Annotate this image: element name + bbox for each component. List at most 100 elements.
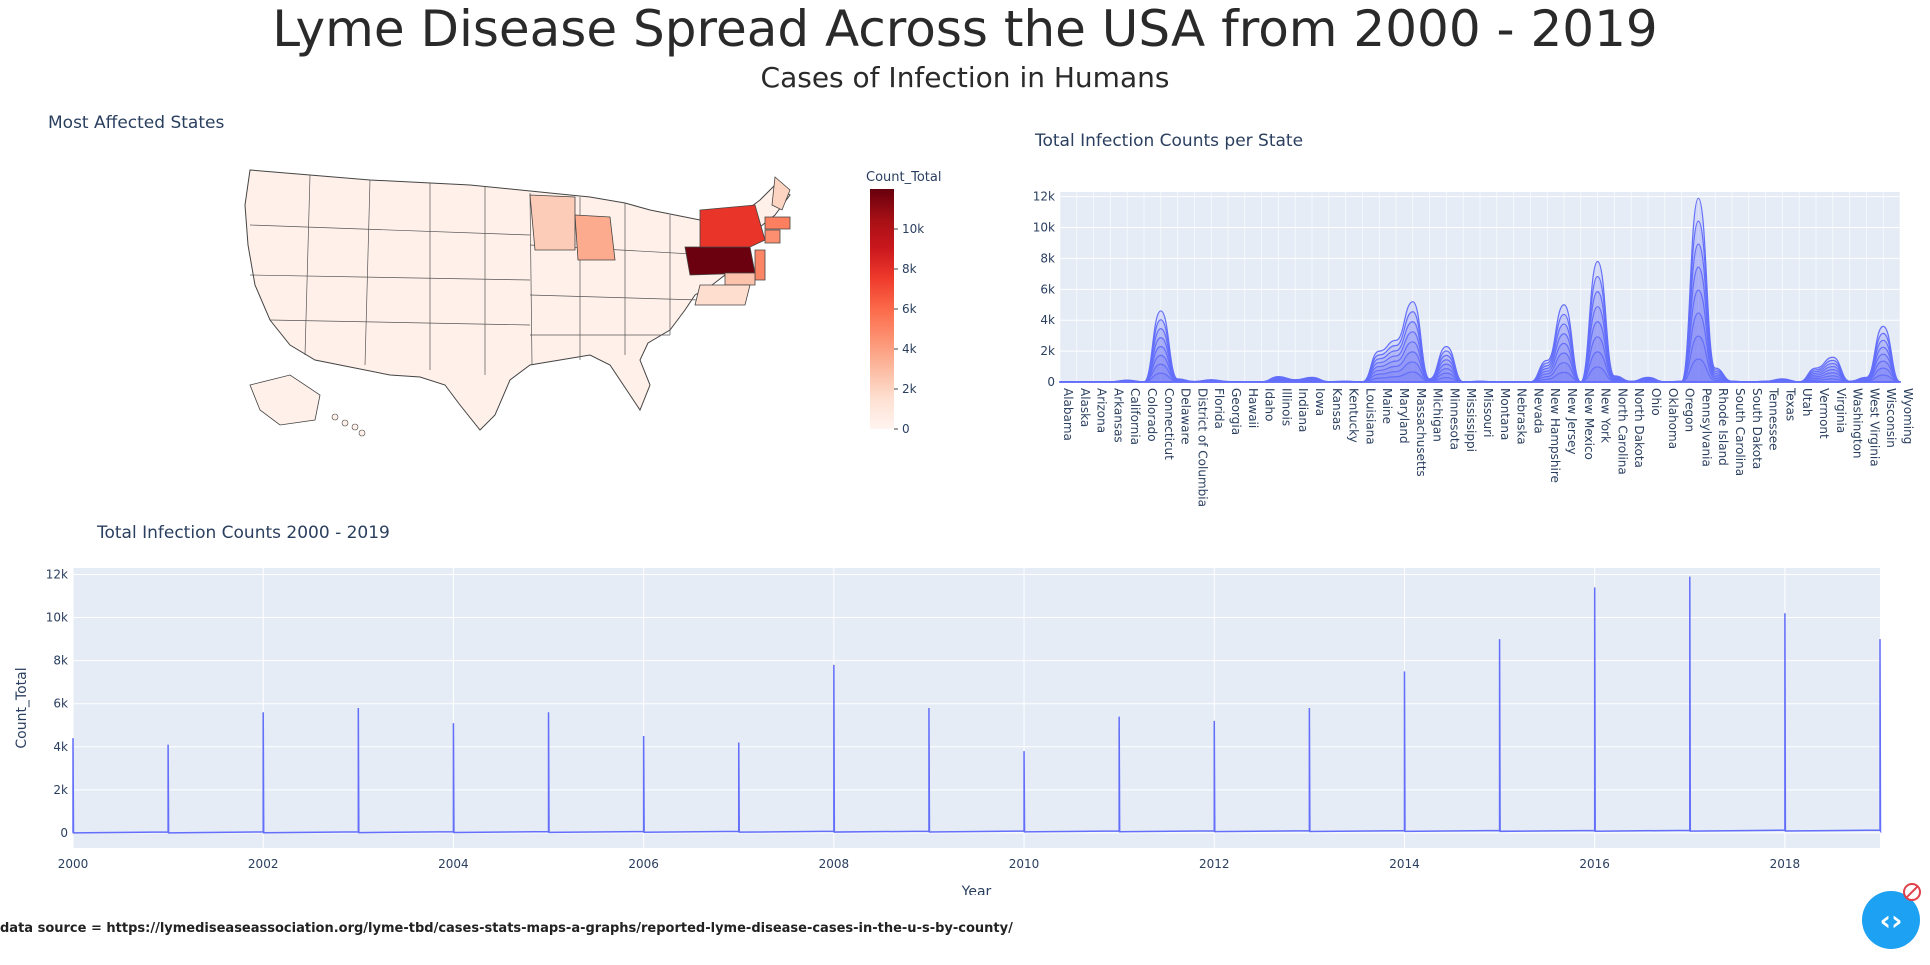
colorbar-tick-label: 0 xyxy=(902,422,910,436)
category-label: Nevada xyxy=(1531,388,1545,434)
colorbar-tick-label: 2k xyxy=(902,382,917,396)
category-label: Maryland xyxy=(1397,388,1411,444)
x-tick-label: 2014 xyxy=(1389,857,1420,871)
category-label: Arizona xyxy=(1095,388,1109,433)
category-label: Massachusetts xyxy=(1414,388,1428,477)
colorbar-gradient xyxy=(870,189,894,429)
category-label: Washington xyxy=(1851,388,1865,459)
category-label: Pennsylvania xyxy=(1699,388,1713,467)
colorbar-tick-label: 8k xyxy=(902,262,917,276)
x-tick-label: 2008 xyxy=(819,857,850,871)
category-label: Hawaii xyxy=(1246,388,1260,428)
category-label: Arkansas xyxy=(1111,388,1125,443)
category-label: Illinois xyxy=(1279,388,1293,426)
y-tick-label: 2k xyxy=(53,783,68,797)
category-label: Wyoming xyxy=(1901,388,1915,444)
y-tick-label: 2k xyxy=(1040,344,1055,358)
y-tick-label: 10k xyxy=(46,611,68,625)
state-new-jersey: New Jersey: 5000 xyxy=(754,249,766,281)
x-tick-label: 2002 xyxy=(248,857,279,871)
map-chart-title: Most Affected States xyxy=(48,113,225,133)
category-label: Alabama xyxy=(1061,388,1075,441)
category-label: North Carolina xyxy=(1615,388,1629,475)
y-tick-label: 6k xyxy=(53,697,68,711)
category-label: Georgia xyxy=(1229,388,1243,435)
category-label: West Virginia xyxy=(1867,388,1881,467)
y-tick-label: 0 xyxy=(60,826,68,840)
x-axis-title: Year xyxy=(961,884,992,895)
state-area-chart[interactable]: 0 2k 4k 6k 8k 10k 12k Alabama Alaska Arizona Arkan… xyxy=(1020,180,1930,510)
category-label: Oregon xyxy=(1683,388,1697,432)
category-label: Oklahoma xyxy=(1666,388,1680,449)
state-pennsylvania: Pennsylvania: 11900 xyxy=(684,246,756,276)
page-title: Lyme Disease Spread Across the USA from … xyxy=(272,0,1658,58)
y-tick-label: 0 xyxy=(1047,375,1055,389)
y-tick-label: 10k xyxy=(1033,221,1055,235)
category-label: Michigan xyxy=(1431,388,1445,442)
x-tick-label: 2012 xyxy=(1199,857,1230,871)
colorbar-title: Count_Total xyxy=(866,170,941,185)
category-label: Utah xyxy=(1800,388,1814,416)
state-maryland: Maryland: 2700 xyxy=(724,272,756,286)
category-label: Indiana xyxy=(1296,388,1310,432)
colorbar-tick-label: 4k xyxy=(902,342,917,356)
category-label: Rhode Island xyxy=(1716,388,1730,466)
category-label: Wisconsin xyxy=(1884,388,1898,448)
state-minnesota: Minnesota: 2300 xyxy=(529,194,576,251)
x-tick-label: 2006 xyxy=(628,857,659,871)
category-label: North Dakota xyxy=(1632,388,1646,468)
category-label: Maine xyxy=(1380,388,1394,424)
y-tick-label: 4k xyxy=(1040,313,1055,327)
x-tick-label: 2016 xyxy=(1579,857,1610,871)
year-chart-title: Total Infection Counts 2000 - 2019 xyxy=(97,523,390,543)
category-label: Delaware xyxy=(1179,388,1193,445)
category-label: Florida xyxy=(1212,388,1226,429)
state-chart-title: Total Infection Counts per State xyxy=(1035,131,1304,151)
us-outline xyxy=(244,169,791,431)
colorbar: Count_Total 0 2k 4k 6k 8k 10k xyxy=(866,170,941,436)
state-maine: Maine: 2000 xyxy=(771,176,791,211)
y-tick-label: 8k xyxy=(1040,251,1055,265)
category-label: Connecticut xyxy=(1162,388,1176,460)
category-label: Alaska xyxy=(1078,388,1092,427)
x-tick-label: 2010 xyxy=(1009,857,1040,871)
x-tick-label: 2018 xyxy=(1770,857,1801,871)
state-new-york: New York: 7800 xyxy=(699,204,766,248)
year-line-chart[interactable]: 0 2k 4k 6k 8k 10k 12k 2000 2002 2004 2006 2008 2010 2… xyxy=(0,555,1930,895)
category-label: South Carolina xyxy=(1733,388,1747,476)
state-wisconsin: Wisconsin: 3600 xyxy=(574,214,616,261)
page-subtitle: Cases of Infection in Humans xyxy=(760,61,1170,94)
category-label: Mississippi xyxy=(1464,388,1478,452)
category-label: Idaho xyxy=(1263,388,1277,421)
category-label: Virginia xyxy=(1834,388,1848,433)
y-tick-label: 12k xyxy=(1033,190,1055,204)
colorbar-tick-label: 10k xyxy=(902,222,924,236)
category-label: New York xyxy=(1599,388,1613,443)
category-label: Louisiana xyxy=(1363,388,1377,445)
y-tick-label: 8k xyxy=(53,654,68,668)
data-source-text: data source = https://lymediseaseassocia… xyxy=(0,921,1013,936)
category-label: New Hampshire xyxy=(1548,388,1562,483)
category-label: California xyxy=(1128,388,1142,445)
y-tick-label: 6k xyxy=(1040,282,1055,296)
category-label: Iowa xyxy=(1313,388,1327,416)
area-layer xyxy=(1059,358,1901,383)
y-tick-label: 12k xyxy=(46,567,68,581)
category-label: Kansas xyxy=(1330,388,1344,430)
category-label: Colorado xyxy=(1145,388,1159,442)
state-massachusetts: Massachusetts: 5200 xyxy=(764,216,791,230)
category-label: New Mexico xyxy=(1582,388,1596,460)
category-label: Tennessee xyxy=(1767,387,1781,451)
category-label: District of Columbia xyxy=(1195,388,1209,507)
category-label: Ohio xyxy=(1649,388,1663,416)
category-label: New Jersey xyxy=(1565,388,1579,455)
state-alaska xyxy=(249,374,321,426)
category-label: Vermont xyxy=(1817,388,1831,439)
category-label: Texas xyxy=(1783,387,1797,421)
block-icon[interactable] xyxy=(1903,883,1921,901)
y-tick-label: 4k xyxy=(53,740,68,754)
colorbar-tick-label: 6k xyxy=(902,302,917,316)
category-label: Kentucky xyxy=(1347,388,1361,443)
x-tick-label: 2000 xyxy=(58,857,89,871)
us-choropleth-map[interactable]: Minnesota: 2300Wisconsin: 3600 Pennsylvan… xyxy=(230,155,950,445)
